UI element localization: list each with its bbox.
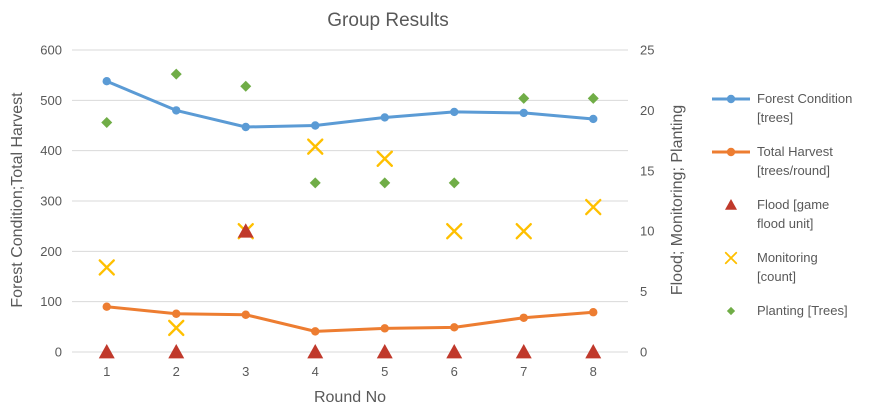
legend-label: [count] (757, 269, 796, 284)
legend-label: [trees] (757, 110, 793, 125)
legend-label: Monitoring (757, 250, 818, 265)
data-point (170, 68, 182, 80)
y-left-tick-label: 300 (40, 194, 62, 209)
legend-item: Forest Condition [trees] (712, 91, 852, 125)
legend-marker (726, 147, 736, 157)
data-point (311, 327, 320, 336)
data-point (450, 107, 459, 117)
legend-label: Flood [game (757, 197, 829, 212)
data-point (307, 138, 324, 155)
y-axis-left-title: Forest Condition;Total Harvest (9, 92, 26, 308)
x-axis-title: Round No (314, 389, 386, 406)
y-right-tick-label: 15 (640, 163, 654, 178)
data-point (448, 177, 460, 189)
legend-label: Planting [Trees] (757, 303, 848, 318)
data-point (519, 108, 528, 118)
x-tick-label: 6 (451, 364, 458, 379)
data-point (518, 92, 530, 104)
y-left-tick-label: 600 (40, 43, 62, 58)
data-point (450, 323, 459, 332)
legend-marker (724, 251, 738, 265)
data-point (380, 324, 389, 333)
data-point (380, 113, 389, 122)
x-tick-label: 3 (242, 364, 249, 379)
data-point (589, 114, 598, 124)
series-0 (102, 77, 598, 132)
legend-item: Total Harvest [trees/round] (712, 144, 833, 178)
data-point (168, 344, 185, 359)
data-point (587, 92, 599, 104)
x-tick-label: 8 (590, 364, 597, 379)
series-line (106, 305, 594, 333)
series-1 (102, 302, 598, 336)
legend-marker (725, 199, 737, 210)
y-left-tick-label: 200 (40, 244, 62, 259)
data-point (379, 177, 391, 189)
data-point (515, 344, 532, 359)
legend-item: Monitoring [count] (724, 250, 818, 284)
y-right-tick-label: 25 (640, 43, 654, 58)
data-point (307, 344, 324, 359)
data-point (309, 177, 321, 189)
series-2 (98, 223, 602, 359)
x-tick-label: 4 (312, 364, 319, 379)
data-point (446, 344, 463, 359)
y-left-tick-label: 500 (40, 93, 62, 108)
legend-item: Flood [game flood unit] (725, 197, 829, 231)
data-point (376, 344, 393, 359)
y-right-tick-label: 20 (640, 103, 654, 118)
x-tick-label: 7 (520, 364, 527, 379)
data-point (376, 150, 393, 167)
gridlines (72, 49, 628, 353)
data-point (311, 121, 320, 130)
data-point (172, 106, 181, 115)
data-point (172, 309, 181, 318)
data-point (241, 122, 250, 132)
legend: Forest Condition [trees] Total Harvest [tre… (712, 91, 852, 318)
data-point (585, 344, 602, 359)
x-tick-label: 5 (381, 364, 388, 379)
series-layer (98, 68, 602, 359)
data-point (589, 308, 598, 317)
chart-title: Group Results (327, 10, 448, 31)
legend-label: Forest Condition (757, 91, 852, 106)
data-point (98, 259, 115, 276)
x-tick-label: 1 (103, 364, 110, 379)
data-point (101, 116, 113, 128)
right-axis-ticks: 0 5 10 15 20 25 (640, 43, 654, 360)
data-point (519, 313, 528, 322)
data-point (241, 310, 250, 319)
x-axis-ticks: 1 2 3 4 5 6 7 8 (103, 364, 597, 379)
legend-label: Total Harvest (757, 144, 833, 159)
y-right-tick-label: 10 (640, 224, 654, 239)
data-point (102, 77, 111, 86)
data-point (515, 223, 532, 240)
data-point (168, 319, 185, 337)
legend-label: [trees/round] (757, 163, 830, 178)
x-tick-label: 2 (173, 364, 180, 379)
series-4 (101, 68, 599, 189)
legend-marker (726, 94, 736, 104)
y-left-tick-label: 100 (40, 294, 62, 309)
legend-marker (726, 306, 736, 316)
y-right-tick-label: 0 (640, 345, 647, 360)
y-left-tick-label: 400 (40, 143, 62, 158)
legend-label: flood unit] (757, 216, 813, 231)
y-left-tick-label: 0 (55, 345, 62, 360)
data-point (585, 198, 602, 216)
y-axis-right-title: Flood; Monitoring; Planting (669, 105, 686, 295)
data-point (446, 223, 463, 240)
data-point (102, 302, 111, 311)
series-line (106, 79, 594, 129)
left-axis-ticks: 0 100 200 300 400 500 600 (40, 43, 62, 360)
data-point (98, 344, 115, 359)
data-point (240, 80, 252, 92)
legend-item: Planting [Trees] (726, 303, 848, 318)
series-3 (98, 138, 602, 337)
y-right-tick-label: 5 (640, 284, 647, 299)
data-point (237, 223, 254, 238)
